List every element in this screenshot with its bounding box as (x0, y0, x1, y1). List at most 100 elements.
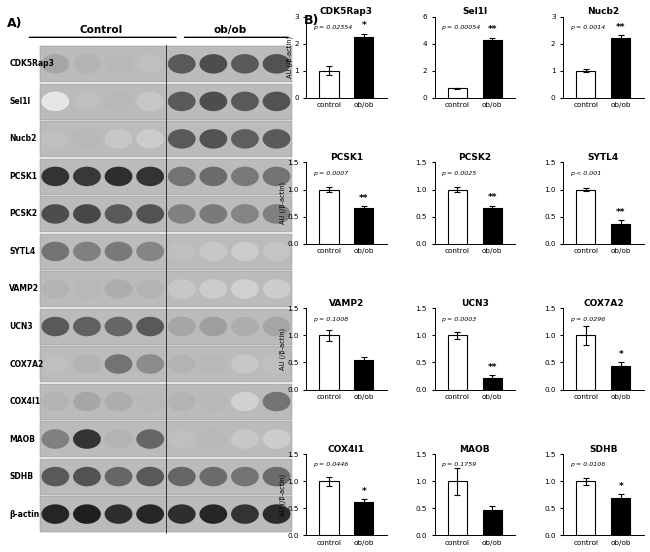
Text: p = 0.1008: p = 0.1008 (313, 316, 348, 321)
Bar (354, 209, 374, 243)
Bar (611, 38, 630, 98)
Ellipse shape (263, 54, 291, 73)
Ellipse shape (136, 354, 164, 374)
Ellipse shape (263, 167, 291, 186)
Ellipse shape (168, 354, 196, 374)
Ellipse shape (73, 429, 101, 449)
Text: PCSK1: PCSK1 (9, 172, 37, 181)
Ellipse shape (263, 467, 291, 486)
Title: SDHB: SDHB (589, 444, 617, 454)
Ellipse shape (200, 317, 227, 336)
Text: UCN3: UCN3 (9, 322, 33, 331)
Ellipse shape (73, 167, 101, 186)
Ellipse shape (105, 392, 133, 411)
Ellipse shape (42, 505, 70, 524)
Bar (577, 336, 595, 390)
Text: β-actin: β-actin (9, 509, 40, 518)
Text: Control: Control (80, 25, 123, 35)
Ellipse shape (263, 354, 291, 374)
Ellipse shape (105, 429, 133, 449)
Ellipse shape (73, 204, 101, 224)
Text: VAMP2: VAMP2 (9, 284, 40, 294)
Text: p = 0.0106: p = 0.0106 (569, 463, 605, 468)
Bar (40, 309, 292, 345)
Ellipse shape (168, 167, 196, 186)
Bar (448, 481, 467, 535)
Ellipse shape (263, 92, 291, 111)
Ellipse shape (136, 167, 164, 186)
Bar (40, 346, 292, 382)
Ellipse shape (105, 317, 133, 336)
Ellipse shape (73, 92, 101, 111)
Ellipse shape (200, 92, 227, 111)
Ellipse shape (42, 317, 70, 336)
Y-axis label: AU (/β-actin): AU (/β-actin) (286, 36, 292, 78)
Text: ob/ob: ob/ob (214, 25, 247, 35)
Bar (40, 384, 292, 420)
Text: Sel1l: Sel1l (9, 97, 31, 106)
Ellipse shape (42, 467, 70, 486)
Text: *: * (618, 481, 623, 491)
Ellipse shape (105, 204, 133, 224)
Ellipse shape (42, 204, 70, 224)
Text: p = 0.0003: p = 0.0003 (441, 316, 476, 321)
Text: *: * (361, 487, 366, 496)
Ellipse shape (263, 279, 291, 299)
Ellipse shape (263, 317, 291, 336)
Ellipse shape (231, 204, 259, 224)
Ellipse shape (42, 54, 70, 73)
Ellipse shape (200, 354, 227, 374)
Ellipse shape (168, 204, 196, 224)
Ellipse shape (168, 317, 196, 336)
Ellipse shape (200, 129, 227, 148)
Ellipse shape (263, 204, 291, 224)
Ellipse shape (263, 392, 291, 411)
Ellipse shape (73, 467, 101, 486)
Bar (40, 233, 292, 270)
Bar (483, 378, 502, 390)
Text: p = 0.0025: p = 0.0025 (441, 171, 476, 176)
Ellipse shape (168, 392, 196, 411)
Ellipse shape (231, 54, 259, 73)
Ellipse shape (231, 167, 259, 186)
Bar (319, 481, 339, 535)
Ellipse shape (231, 467, 259, 486)
Text: PCSK2: PCSK2 (9, 209, 37, 219)
Text: **: ** (616, 208, 625, 216)
Ellipse shape (200, 54, 227, 73)
Ellipse shape (105, 467, 133, 486)
Ellipse shape (200, 279, 227, 299)
Ellipse shape (200, 204, 227, 224)
Bar (319, 336, 339, 390)
Ellipse shape (73, 392, 101, 411)
Ellipse shape (42, 279, 70, 299)
Bar (483, 40, 502, 98)
Ellipse shape (73, 54, 101, 73)
Title: PCSK2: PCSK2 (458, 153, 491, 162)
Ellipse shape (73, 129, 101, 148)
Ellipse shape (231, 279, 259, 299)
Ellipse shape (200, 467, 227, 486)
Ellipse shape (136, 92, 164, 111)
Bar (448, 88, 467, 98)
Ellipse shape (73, 279, 101, 299)
Text: COX4I1: COX4I1 (9, 397, 40, 406)
Bar (577, 481, 595, 535)
Y-axis label: AU (/β-actin): AU (/β-actin) (280, 328, 286, 370)
Text: SDHB: SDHB (9, 472, 33, 481)
Ellipse shape (231, 317, 259, 336)
Text: p = 0.02354: p = 0.02354 (313, 25, 352, 30)
Ellipse shape (168, 129, 196, 148)
Bar (40, 459, 292, 495)
Text: p < 0.001: p < 0.001 (569, 171, 601, 176)
Text: B): B) (304, 14, 320, 27)
Text: MAOB: MAOB (9, 434, 35, 444)
Text: *: * (361, 22, 366, 30)
Bar (354, 360, 374, 390)
Text: *: * (618, 350, 623, 359)
Ellipse shape (168, 467, 196, 486)
Ellipse shape (231, 129, 259, 148)
Text: p = 0.1759: p = 0.1759 (441, 463, 476, 468)
Ellipse shape (42, 92, 70, 111)
Ellipse shape (263, 242, 291, 261)
